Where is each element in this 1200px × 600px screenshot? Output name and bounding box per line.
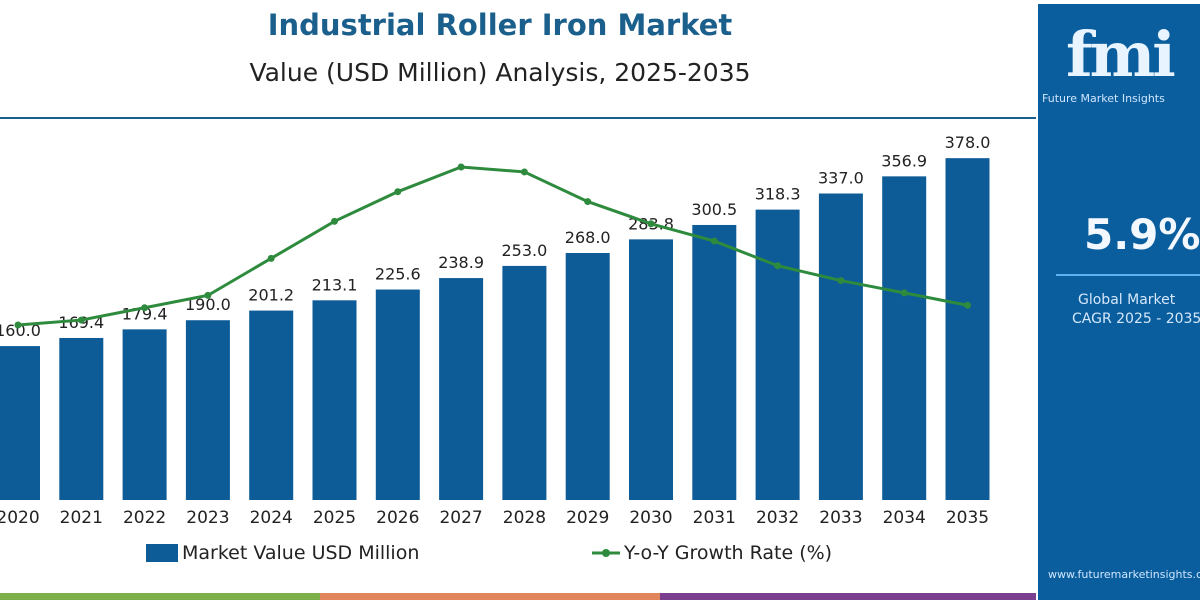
growth-point-2022	[141, 304, 149, 312]
growth-point-2023	[204, 291, 212, 299]
fmi-logo: fmi	[1066, 18, 1176, 91]
bar-2027	[439, 278, 484, 500]
bar-2034	[882, 176, 927, 500]
growth-point-2021	[77, 316, 85, 324]
bar-2032	[755, 209, 800, 500]
growth-point-2028	[520, 168, 528, 176]
footer-stripe-purple	[660, 593, 1036, 600]
growth-point-2027	[457, 163, 465, 171]
bar-2030	[629, 239, 673, 501]
legend-item-growth-rate: Y-o-Y Growth Rate (%)	[592, 542, 832, 564]
bar-2023	[185, 320, 230, 500]
x-tick-2031: 2031	[693, 508, 736, 528]
bar-label-2026: 225.6	[375, 265, 421, 284]
bar-2028	[502, 265, 547, 500]
cagr-value: 5.9%	[1084, 210, 1200, 259]
growth-point-2024	[267, 254, 275, 262]
header-divider	[0, 117, 1036, 119]
cagr-label: Global Market	[1078, 292, 1176, 308]
bar-label-2032: 318.3	[755, 185, 801, 204]
x-tick-2034: 2034	[883, 508, 926, 528]
bar-label-2023: 190.0	[185, 295, 231, 314]
x-tick-2030: 2030	[629, 508, 672, 528]
bar-label-2029: 268.0	[565, 228, 611, 247]
x-tick-2022: 2022	[123, 508, 166, 528]
x-tick-2023: 2023	[186, 508, 229, 528]
bar-label-2035: 378.0	[945, 133, 991, 152]
footer-stripe-orange	[320, 593, 660, 600]
legend-label: Market Value USD Million	[182, 542, 420, 564]
bar-2033	[818, 193, 863, 501]
bar-label-2031: 300.5	[691, 200, 737, 219]
bar-label-2028: 253.0	[501, 241, 547, 260]
bar-2020	[0, 346, 40, 500]
x-tick-2027: 2027	[439, 508, 482, 528]
side-panel: fmi Future Market Insights 5.9% Global M…	[1038, 4, 1200, 600]
bar-label-2033: 337.0	[818, 169, 864, 188]
growth-rate-line	[17, 165, 968, 327]
chart-plot: 160.02020169.42021179.42022190.02023201.…	[0, 133, 991, 528]
growth-point-2025	[331, 217, 338, 225]
bar-2035	[945, 158, 990, 500]
bar-label-2034: 356.9	[881, 151, 927, 170]
growth-point-2030	[647, 220, 655, 228]
legend-bar-swatch	[146, 544, 178, 562]
x-tick-2020: 2020	[0, 508, 40, 528]
bar-label-2020: 160.0	[0, 321, 41, 340]
x-tick-2028: 2028	[503, 508, 546, 528]
legend-line-swatch	[592, 549, 620, 557]
x-tick-2026: 2026	[376, 508, 419, 528]
bar-2029	[565, 252, 610, 500]
x-tick-2033: 2033	[819, 508, 862, 528]
x-tick-2035: 2035	[946, 508, 989, 528]
x-tick-2032: 2032	[756, 508, 799, 528]
x-tick-2025: 2025	[313, 508, 356, 528]
x-tick-2029: 2029	[566, 508, 609, 528]
bar-label-2024: 201.2	[248, 286, 294, 305]
growth-point-2032	[774, 262, 782, 270]
growth-point-2033	[837, 277, 845, 285]
website-link[interactable]: www.futuremarketinsights.com	[1048, 568, 1200, 581]
growth-point-2031	[710, 237, 718, 245]
logo-subtext: Future Market Insights	[1042, 92, 1165, 105]
bar-2031	[692, 224, 737, 500]
legend-label: Y-o-Y Growth Rate (%)	[624, 542, 833, 564]
chart-subtitle: Value (USD Million) Analysis, 2025-2035	[249, 58, 751, 87]
bar-2021	[59, 337, 104, 500]
bar-2025	[312, 300, 357, 500]
bar-2024	[249, 310, 294, 500]
footer-stripe-green	[0, 593, 320, 600]
bar-2026	[375, 289, 420, 500]
growth-point-2035	[964, 301, 971, 309]
legend-item-market-value: Market Value USD Million	[146, 542, 419, 564]
chart-title: Industrial Roller Iron Market	[267, 8, 733, 42]
growth-point-2029	[584, 198, 592, 206]
growth-point-2026	[394, 188, 402, 196]
growth-point-2034	[900, 289, 908, 297]
x-tick-2021: 2021	[60, 508, 103, 528]
bar-label-2025: 213.1	[312, 275, 358, 294]
x-tick-2024: 2024	[250, 508, 293, 528]
bar-2022	[122, 329, 167, 500]
bar-label-2027: 238.9	[438, 253, 484, 272]
panel-divider	[1056, 274, 1200, 276]
growth-point-2020	[14, 321, 22, 329]
cagr-period: CAGR 2025 - 2035	[1072, 311, 1200, 327]
